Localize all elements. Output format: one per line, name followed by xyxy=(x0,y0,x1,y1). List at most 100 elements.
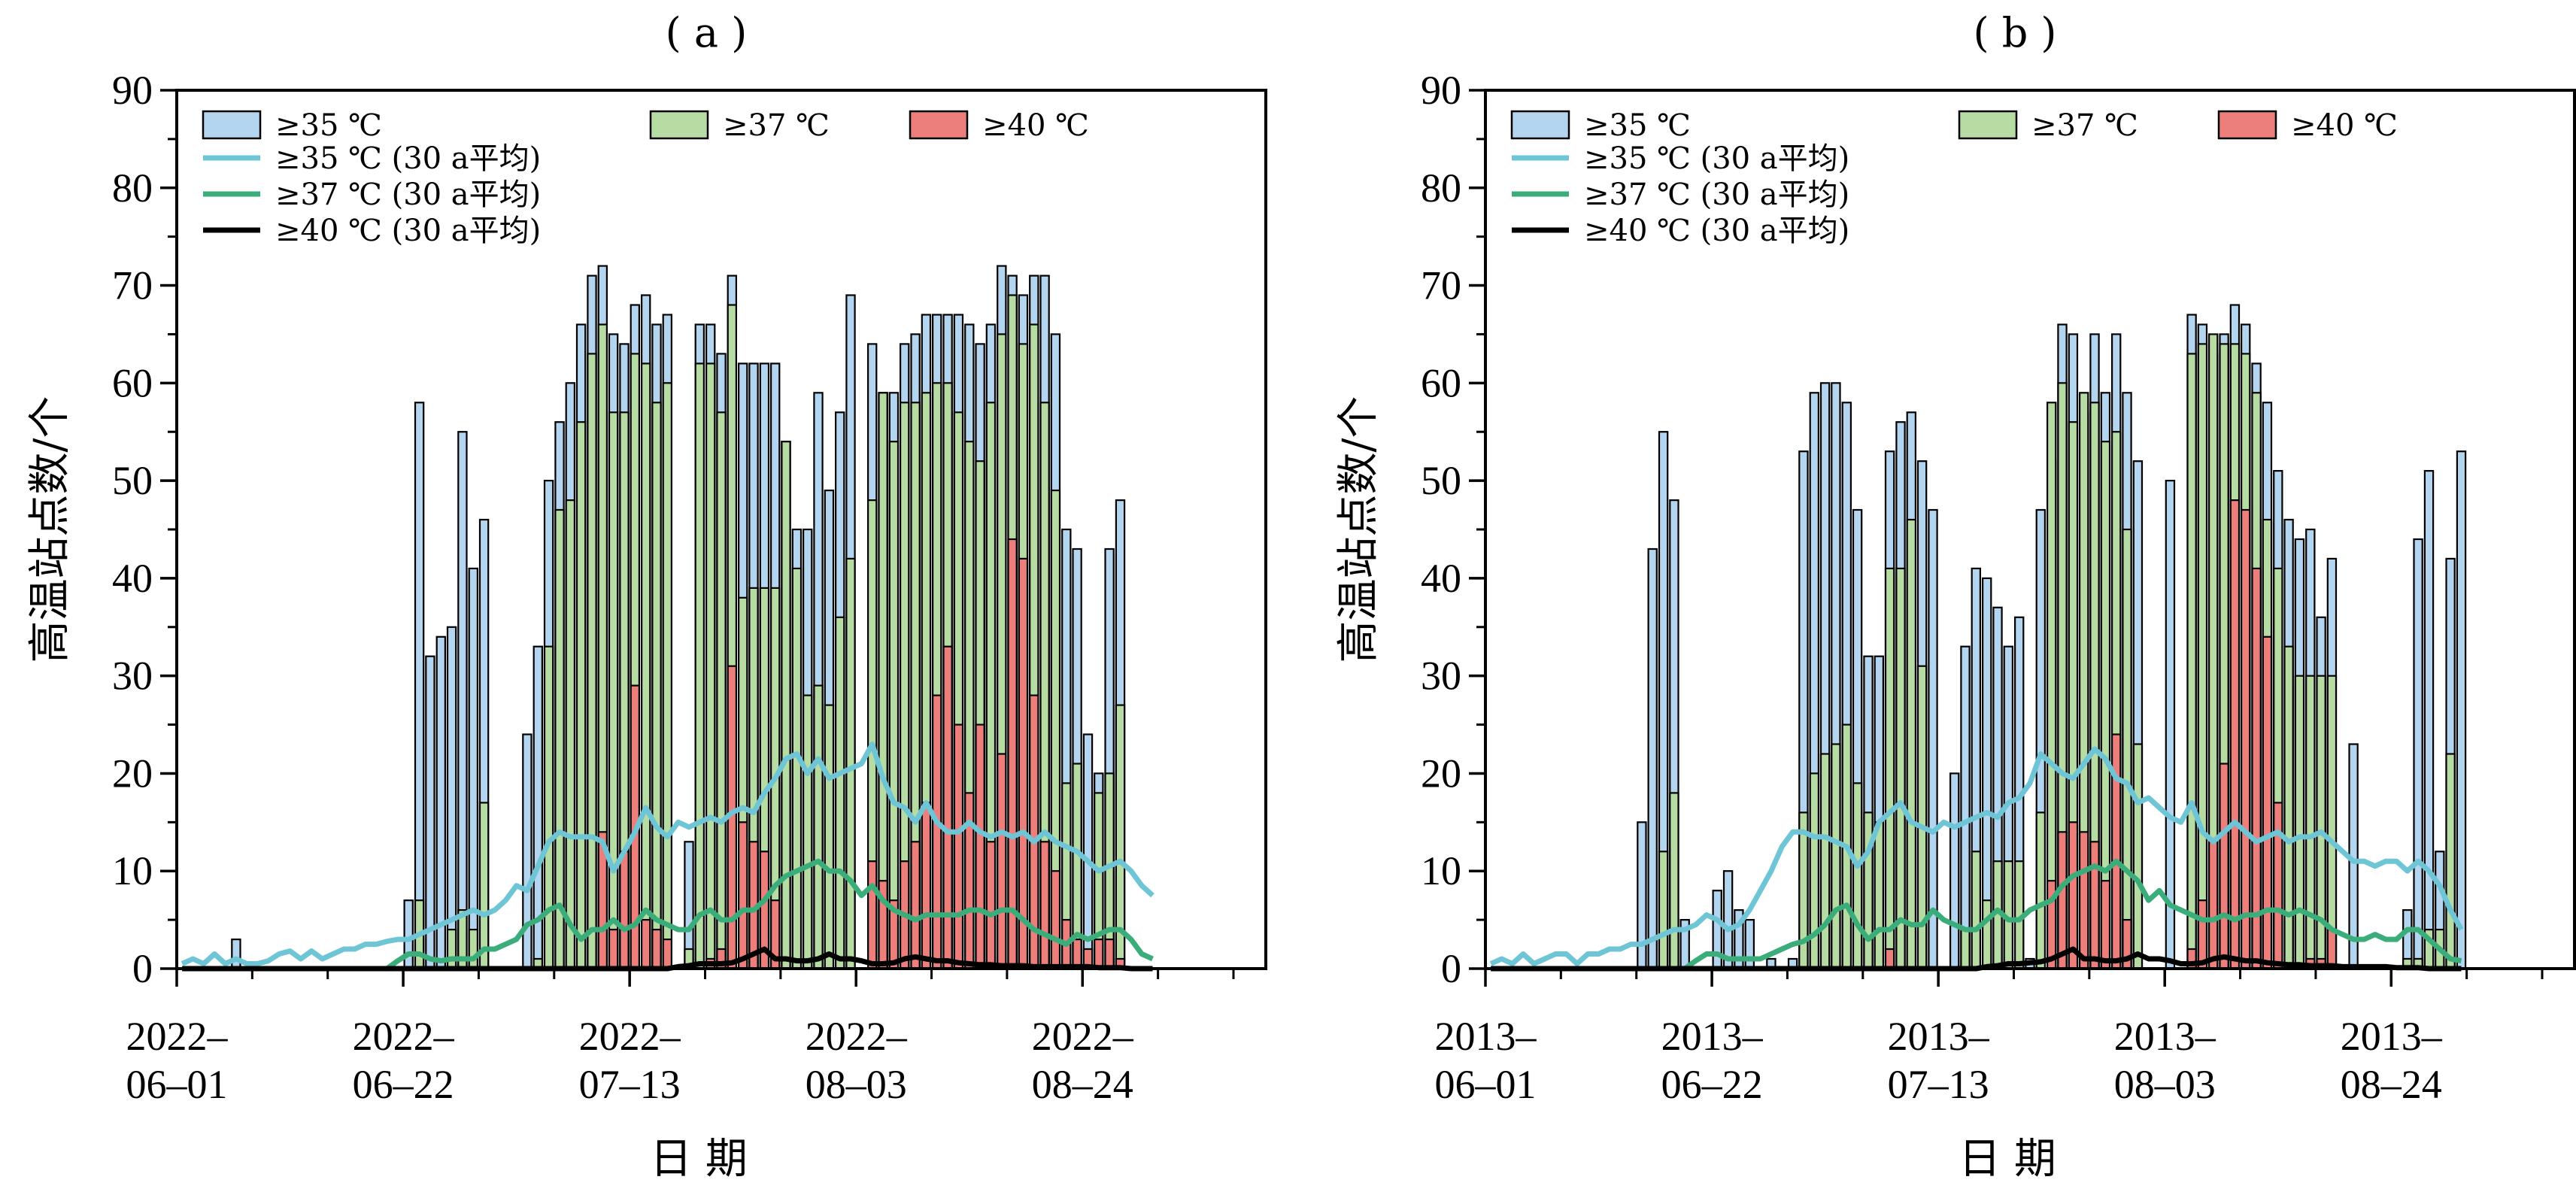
legend-label-ge40: ≥40 ℃ xyxy=(982,108,1089,143)
legend-label-ge37: ≥37 ℃ xyxy=(2031,108,2138,143)
x-tick-label: 07–13 xyxy=(579,1062,681,1107)
bar-ge40 xyxy=(2089,841,2100,970)
bar-ge35 xyxy=(1722,870,1734,970)
bar-ge40 xyxy=(662,938,673,970)
x-tick-label: 08–03 xyxy=(2114,1062,2216,1107)
legend-swatch-ge40 xyxy=(909,110,969,140)
bar-ge37 xyxy=(1874,821,1884,970)
x-tick-label: 06–01 xyxy=(126,1062,228,1107)
chart-panel-a: 01020304050607080902022–06–012022–06–222… xyxy=(26,9,1267,1184)
line-avg35 xyxy=(1489,746,2464,966)
bar-ge40 xyxy=(2197,899,2208,970)
bars-ge40 xyxy=(597,538,1126,970)
bar-ge40 xyxy=(619,851,630,970)
bar-ge37 xyxy=(651,402,662,970)
x-axis: 2022–06–012022–06–222022–07–132022–08–03… xyxy=(126,969,1235,1107)
legend-swatch-ge35 xyxy=(202,110,262,140)
y-axis: 0 10 20 30 40 50 60 70 80 90 xyxy=(112,68,177,991)
bar-ge40 xyxy=(1884,948,1895,970)
bars-ge37 xyxy=(414,294,1126,970)
legend-label-avg37: ≥37 ℃ (30 a平均) xyxy=(1584,177,1849,212)
bar-ge40 xyxy=(866,860,878,970)
y-tick-label: 80 xyxy=(1421,165,1461,211)
y-tick-label: 60 xyxy=(112,360,153,405)
y-tick-label: 0 xyxy=(1441,946,1461,991)
y-tick-label: 20 xyxy=(112,751,153,796)
bar-ge40 xyxy=(1039,841,1050,970)
bar-ge37 xyxy=(662,382,673,970)
legend-label-avg35: ≥35 ℃ (30 a平均) xyxy=(1584,141,1849,176)
bar-ge40 xyxy=(2229,499,2241,970)
bar-ge37 xyxy=(845,557,856,970)
bar-ge37 xyxy=(543,645,554,970)
y-tick-label: 90 xyxy=(112,68,153,113)
x-axis-title: 日 期 xyxy=(650,1135,748,1184)
legend-label-ge35: ≥35 ℃ xyxy=(275,108,382,143)
line-avg35 xyxy=(181,742,1154,966)
bar-ge40 xyxy=(953,723,964,970)
bar-ge40 xyxy=(931,694,942,970)
bar-ge40 xyxy=(1050,870,1061,970)
bar-ge37 xyxy=(888,441,900,970)
legend-label-avg37: ≥37 ℃ (30 a平均) xyxy=(275,177,541,212)
bar-ge40 xyxy=(2208,841,2219,970)
bar-ge40 xyxy=(2326,928,2338,970)
bar-ge37 xyxy=(565,499,576,970)
legend-swatch-ge35 xyxy=(1510,110,1570,140)
bar-ge37 xyxy=(640,362,651,970)
x-tick-label: 2022– xyxy=(579,1014,681,1059)
bar-ge35 xyxy=(231,938,241,970)
y-tick-label: 40 xyxy=(112,556,153,601)
bar-ge37 xyxy=(2122,528,2132,970)
y-tick-label: 20 xyxy=(1421,751,1461,796)
legend-label-avg40: ≥40 ℃ (30 a平均) xyxy=(275,214,541,248)
x-tick-label: 2013– xyxy=(1435,1014,1537,1059)
panel-label: ( b ) xyxy=(1973,9,2056,56)
legend-swatch-ge37 xyxy=(1958,110,2018,140)
bar-ge40 xyxy=(2079,831,2089,970)
y-tick-label: 10 xyxy=(1421,848,1461,893)
bar-ge35 xyxy=(2423,469,2435,970)
x-tick-label: 2013– xyxy=(2114,1014,2216,1059)
bar-ge37 xyxy=(813,684,824,970)
bar-ge35 xyxy=(1960,645,1971,970)
x-tick-label: 2022– xyxy=(1032,1014,1134,1059)
legend-label-avg35: ≥35 ℃ (30 a平均) xyxy=(275,141,541,176)
bar-ge37 xyxy=(834,616,845,970)
bar-ge40 xyxy=(942,645,953,970)
x-tick-label: 06–22 xyxy=(353,1062,454,1107)
bar-ge35 xyxy=(457,431,468,970)
bar-ge40 xyxy=(651,928,662,970)
legend-label-ge37: ≥37 ℃ xyxy=(723,108,830,143)
bar-ge40 xyxy=(640,918,651,970)
bar-ge37 xyxy=(1960,928,1971,970)
bar-ge35 xyxy=(2165,479,2176,970)
bar-ge35 xyxy=(435,635,447,970)
bar-ge37 xyxy=(705,362,716,970)
x-tick-label: 2022– xyxy=(806,1014,908,1059)
x-tick-label: 08–24 xyxy=(1032,1062,1133,1107)
bar-ge35 xyxy=(2456,450,2467,970)
bar-ge37 xyxy=(2132,743,2144,970)
x-axis-title: 日 期 xyxy=(1959,1135,2056,1184)
bar-ge35 xyxy=(1647,547,1658,970)
x-tick-label: 06–01 xyxy=(1435,1062,1537,1107)
bar-ge37 xyxy=(2283,645,2294,970)
bar-ge37 xyxy=(2294,675,2305,970)
bar-ge35 xyxy=(1928,508,1938,970)
legend-label-avg40: ≥40 ℃ (30 a平均) xyxy=(1584,214,1849,248)
panel-label: ( a ) xyxy=(666,9,748,56)
bar-ge40 xyxy=(975,723,985,970)
bar-ge37 xyxy=(716,411,727,970)
bars-ge37 xyxy=(1658,333,2456,970)
bar-ge37 xyxy=(608,411,619,970)
x-tick-label: 2013– xyxy=(1888,1014,1990,1059)
y-tick-label: 80 xyxy=(112,165,153,211)
bar-ge37 xyxy=(554,508,565,970)
bar-ge40 xyxy=(921,802,932,970)
y-axis-title: 高温站点数/个 xyxy=(1334,396,1383,663)
bar-ge37 xyxy=(1852,782,1863,970)
bar-ge40 xyxy=(737,821,748,970)
x-tick-label: 2013– xyxy=(2341,1014,2443,1059)
